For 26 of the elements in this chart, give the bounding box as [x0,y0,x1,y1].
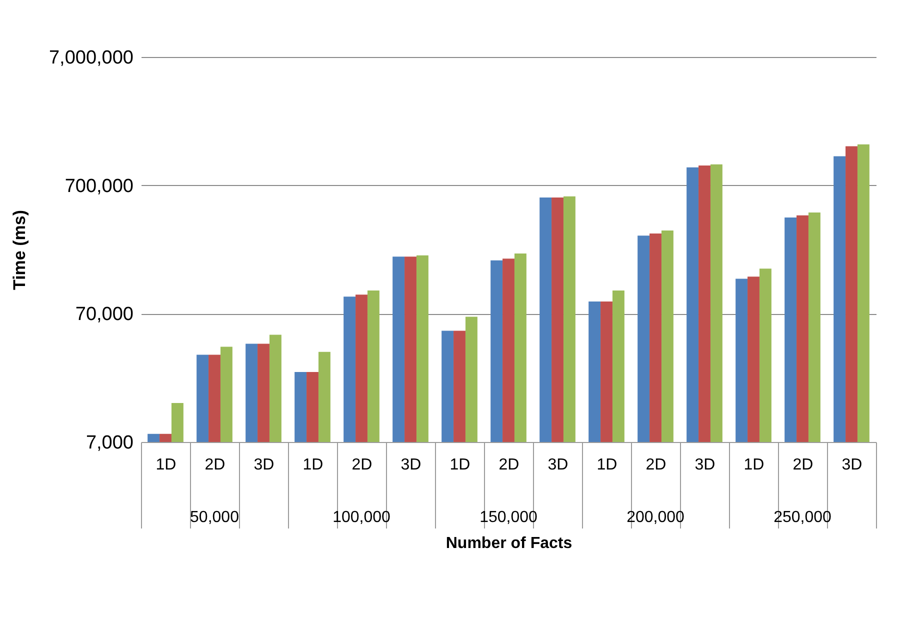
y-tick-label: 7,000,000 [48,48,134,68]
x-tick-label: 1D [450,456,470,474]
x-tick-label: 3D [694,456,716,474]
text: 200,000 [626,509,685,526]
x-tick-label: 2D [352,456,372,474]
x-tick-label: 3D [400,456,422,474]
y-tick-label: 7,000 [86,432,134,454]
text: 50,000 [190,509,240,526]
x-tick-label: 1D [596,456,618,474]
x-tick-label: 3D [548,456,568,474]
y-axis-title: Time (ms) [10,210,29,290]
x-tick-label: 3D [842,456,862,474]
text: 100,000 [332,509,391,526]
x-axis-title: Number of Facts [446,535,572,552]
x-tick-label: 2D [498,456,520,474]
x-tick-label: 1D [744,456,764,474]
text: 250,000 [774,509,832,526]
x-tick-label: 1D [302,456,324,474]
x-tick-label: 2D [792,456,814,474]
y-tick-label: 70,000 [75,304,134,326]
x-tick-label: 2D [646,456,666,474]
y-tick-label: 700,000 [64,176,134,197]
text: 150,000 [480,509,538,526]
x-tick-label: 2D [204,456,226,474]
x-tick-label: 3D [254,456,274,474]
x-tick-label: 1D [156,456,176,474]
